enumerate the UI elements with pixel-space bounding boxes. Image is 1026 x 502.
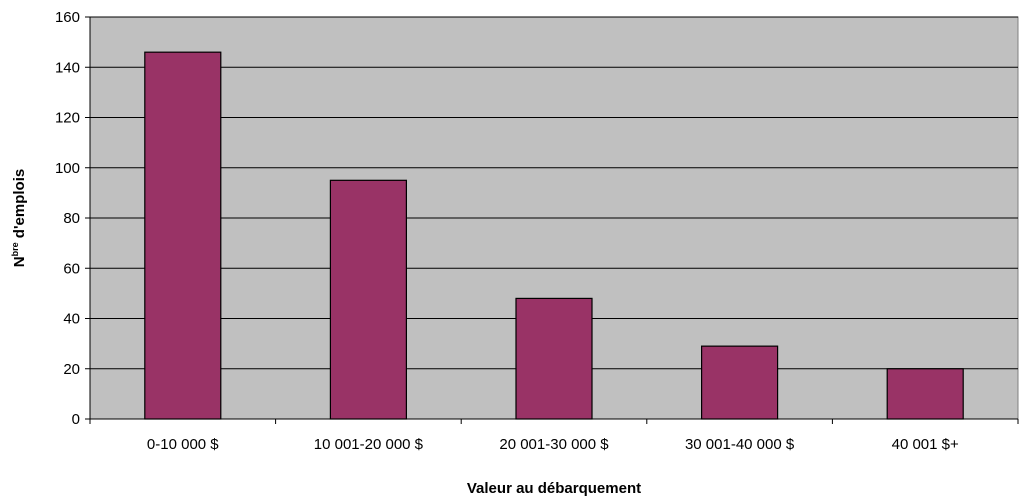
y-tick-label: 100	[55, 160, 80, 177]
y-tick-label: 80	[63, 210, 80, 227]
x-axis-title: Valeur au débarquement	[467, 480, 641, 497]
x-tick-label: 10 001-20 000 $	[314, 436, 424, 453]
x-axis: 0-10 000 $ 10 001-20 000 $ 20 001-30 000 $…	[89, 418, 1019, 453]
bar	[329, 179, 407, 420]
y-tick-label: 40	[63, 311, 80, 328]
y-axis-title: Nbre d'emplois	[10, 169, 28, 267]
bar	[886, 368, 964, 420]
y-axis-title-rest: d'emplois	[11, 169, 28, 243]
y-tick-label: 20	[63, 361, 80, 378]
y-tick-label: 140	[55, 59, 80, 76]
y-axis-title-superscript: bre	[10, 242, 20, 256]
y-tick-label: 120	[55, 110, 80, 127]
grid-lines	[90, 16, 1018, 370]
y-tick-label: 60	[63, 260, 80, 277]
bar	[144, 51, 222, 420]
x-tick-label: 20 001-30 000 $	[499, 436, 609, 453]
y-axis: 0 20 40 60 80 100 120 140 160	[55, 9, 91, 428]
y-axis-title-main: N	[11, 256, 28, 267]
y-tick-label: 160	[55, 9, 80, 26]
x-tick-label: 40 001 $+	[892, 436, 959, 453]
bars	[144, 51, 964, 420]
bar	[515, 297, 593, 420]
bar	[700, 345, 779, 420]
x-tick-label: 0-10 000 $	[147, 436, 219, 453]
x-tick-label: 30 001-40 000 $	[685, 436, 795, 453]
y-tick-label: 0	[72, 411, 80, 428]
